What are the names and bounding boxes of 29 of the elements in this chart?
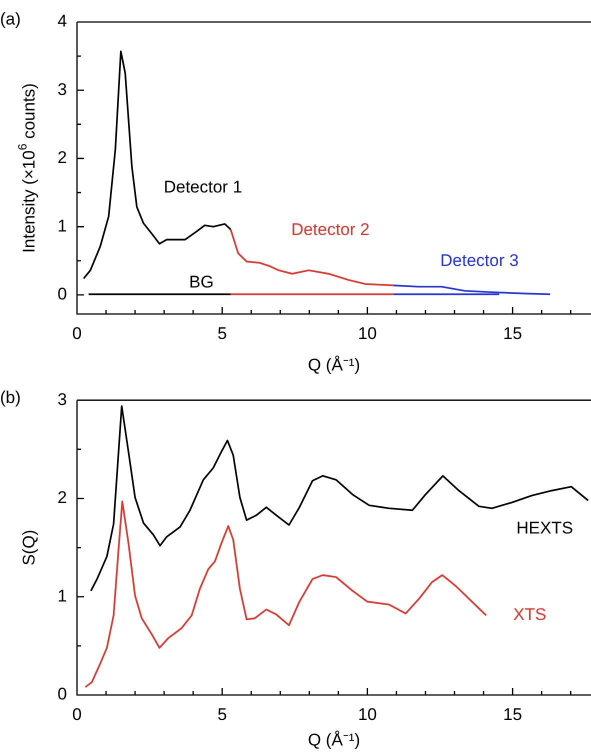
x-tick-label: 15	[503, 324, 522, 343]
series-label: HEXTS	[516, 518, 574, 538]
y-axis-title: Intensity (×106 counts)	[16, 83, 39, 253]
x-tick-label: 5	[217, 704, 227, 724]
y-tick-label: 0	[58, 684, 67, 704]
series-label: Detector 2	[291, 220, 370, 239]
y-tick-label: 2	[58, 488, 67, 508]
series-label: XTS	[513, 605, 546, 624]
x-axis-title: Q (Å⁻¹)	[308, 730, 360, 750]
x-tick-label: 0	[72, 324, 82, 343]
x-tick-label: 10	[358, 324, 377, 343]
x-axis-title: Q (Å⁻¹)	[308, 356, 360, 375]
series-label: Detector 1	[164, 178, 242, 197]
annotation: BG	[189, 272, 214, 292]
chart-title: (a)	[0, 10, 21, 29]
x-tick-label: 0	[72, 704, 82, 724]
y-axis-title: S(Q)	[20, 530, 39, 566]
y-tick-label: 1	[58, 586, 67, 606]
y-tick-label: 3	[58, 80, 67, 99]
x-tick-label: 5	[217, 324, 227, 343]
x-tick-label: 15	[503, 704, 522, 724]
y-tick-label: 4	[58, 12, 67, 31]
series-label: Detector 3	[440, 251, 519, 270]
y-tick-label: 2	[58, 148, 67, 168]
y-tick-label: 1	[58, 216, 67, 236]
x-tick-label: 10	[358, 704, 377, 724]
chart-title: (b)	[0, 388, 21, 407]
y-tick-label: 3	[58, 390, 67, 409]
y-tick-label: 0	[58, 284, 67, 304]
